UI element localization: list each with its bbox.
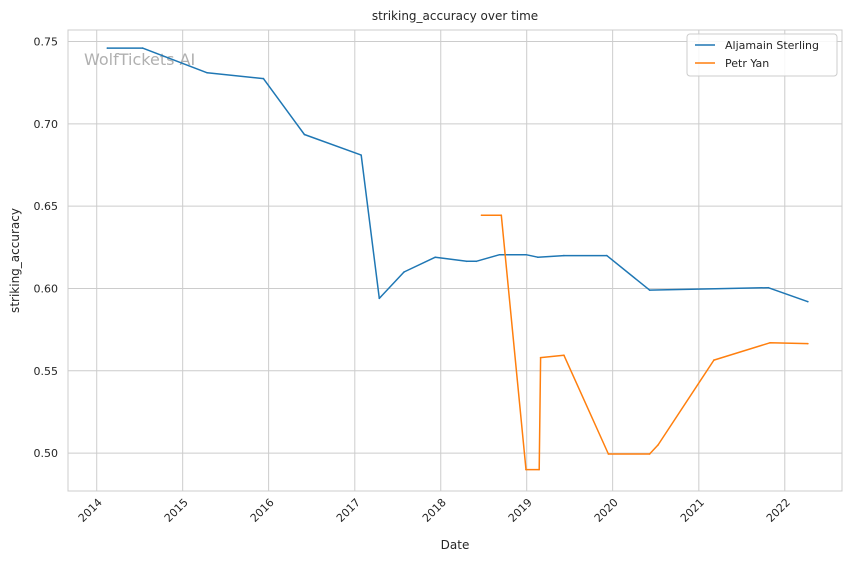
chart-title: striking_accuracy over time	[372, 9, 538, 23]
series-petr-yan	[480, 214, 809, 471]
series-line	[481, 214, 808, 471]
data-point	[563, 254, 565, 257]
data-point	[807, 342, 809, 345]
data-point	[106, 47, 109, 49]
data-point	[648, 453, 651, 455]
legend-label: Aljamain Sterling	[725, 39, 819, 52]
data-point	[713, 359, 715, 361]
data-point	[539, 356, 542, 359]
data-point	[262, 77, 265, 80]
y-tick-label: 0.65	[34, 200, 59, 213]
legend-box	[686, 33, 838, 77]
y-tick-label: 0.55	[34, 365, 59, 378]
data-point	[360, 154, 362, 156]
data-point	[648, 289, 651, 291]
data-point	[657, 444, 659, 446]
data-point	[538, 468, 540, 471]
data-point	[807, 300, 809, 303]
plot-border	[67, 29, 843, 492]
data-point	[303, 133, 306, 136]
watermark-text: WolfTickets AI	[84, 50, 195, 69]
y-tick-label: 0.70	[34, 118, 59, 131]
data-point	[767, 286, 770, 289]
data-point	[536, 256, 539, 259]
y-tick-label: 0.75	[34, 36, 59, 49]
data-point	[769, 342, 771, 344]
data-point	[563, 354, 565, 356]
data-point	[605, 254, 608, 257]
y-axis-ticks: 0.50 0.55 0.60 0.65 0.70 0.75	[34, 36, 59, 461]
gridlines	[68, 30, 842, 491]
data-point	[525, 468, 527, 471]
data-point	[465, 260, 468, 263]
data-point	[141, 47, 144, 49]
y-tick-label: 0.60	[34, 282, 59, 295]
data-point	[206, 72, 208, 74]
y-tick-label: 0.50	[34, 447, 59, 460]
data-point	[607, 453, 610, 455]
data-point	[434, 256, 437, 259]
data-point	[403, 271, 405, 273]
x-axis-label: Date	[441, 538, 470, 552]
data-point	[500, 214, 503, 217]
data-point	[525, 253, 527, 256]
data-point	[498, 253, 501, 256]
data-point	[480, 214, 483, 217]
legend: Aljamain Sterling Petr Yan	[686, 33, 838, 77]
series-aljamain-sterling	[106, 47, 809, 303]
data-point	[475, 260, 478, 263]
data-point	[378, 297, 381, 300]
legend-label: Petr Yan	[725, 57, 769, 70]
plot-frame	[67, 29, 843, 492]
series-lines	[106, 47, 809, 471]
y-axis-label: striking_accuracy	[8, 208, 22, 313]
